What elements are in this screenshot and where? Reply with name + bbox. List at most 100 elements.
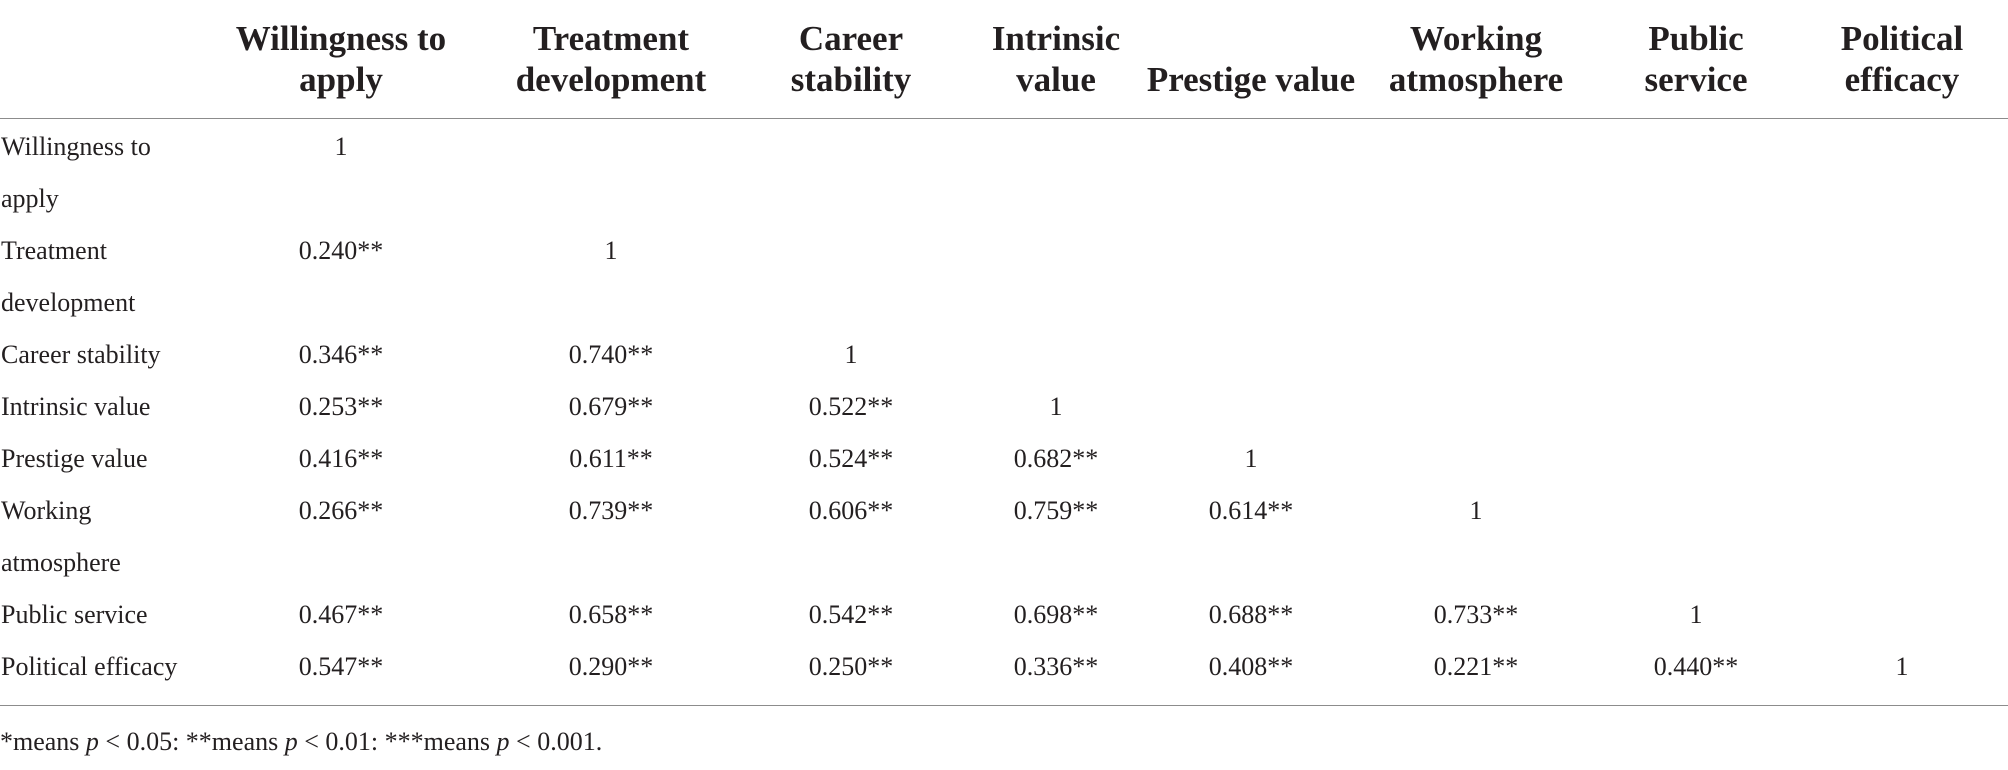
table-cell: 0.547** [196, 641, 486, 706]
table-cell: 0.682** [1013, 444, 1099, 473]
table-cell: 0.240** [298, 236, 384, 265]
table-cell [486, 119, 736, 226]
table-cell [736, 119, 966, 226]
footnote-p-symbol: p [496, 727, 510, 756]
table-cell: 0.467** [298, 600, 384, 629]
header-corner [0, 0, 196, 119]
table-cell: 0.346** [298, 340, 384, 369]
table-row: Prestige value 0.416** 0.611** 0.524** 0… [0, 433, 2008, 485]
table-cell [1796, 329, 2008, 381]
table-cell: 0.524** [808, 444, 894, 473]
table-cell: 0.408** [1146, 641, 1356, 706]
table-cell [1356, 381, 1596, 433]
table-cell [1596, 485, 1796, 589]
header-prestige-value: Prestige value [1146, 0, 1356, 119]
correlation-table: Willingness to apply Treatment developme… [0, 0, 2008, 706]
table-cell: 0.250** [736, 641, 966, 706]
footnote-p-symbol: p [284, 727, 298, 756]
header-working-atmosphere: Working atmosphere [1356, 0, 1596, 119]
table-cell [1796, 119, 2008, 226]
table-cell: 1 [1049, 392, 1063, 421]
footnote-text: *means [0, 727, 86, 756]
table-cell: 0.733** [1433, 600, 1519, 629]
row-label: Political efficacy [0, 641, 196, 706]
table-cell: 0.336** [966, 641, 1146, 706]
table-footnote: *means p < 0.05: **means p < 0.01: ***me… [0, 725, 602, 759]
footnote-text: < 0.05: **means [98, 727, 285, 756]
table-cell: 1 [604, 236, 618, 265]
table-cell: 1 [334, 132, 348, 161]
table-cell [1796, 225, 2008, 329]
table-cell: 1 [1244, 444, 1258, 473]
row-label: Willingness to apply [1, 132, 151, 213]
table-cell [1596, 225, 1796, 329]
table-row: Willingness to apply 1 [0, 119, 2008, 226]
table-row: Working atmosphere 0.266** 0.739** 0.606… [0, 485, 2008, 589]
row-label: Intrinsic value [1, 392, 151, 421]
footnote-text: < 0.001. [509, 727, 603, 756]
table-cell [1356, 119, 1596, 226]
table-cell [1146, 381, 1356, 433]
table-cell [1796, 485, 2008, 589]
table-cell [1146, 329, 1356, 381]
table-cell: 0.614** [1208, 496, 1294, 525]
table-cell: 0.679** [568, 392, 654, 421]
table-cell [1356, 329, 1596, 381]
header-treatment-development: Treatment development [486, 0, 736, 119]
table-cell [1596, 329, 1796, 381]
table-row: Public service 0.467** 0.658** 0.542** 0… [0, 589, 2008, 641]
table-cell: 0.253** [298, 392, 384, 421]
row-label: Working atmosphere [1, 496, 121, 577]
row-label: Prestige value [1, 444, 148, 473]
table-cell [1356, 225, 1596, 329]
row-label: Public service [1, 600, 148, 629]
table-cell: 1 [844, 340, 858, 369]
table-cell [736, 225, 966, 329]
table-cell: 0.606** [808, 496, 894, 525]
header-row: Willingness to apply Treatment developme… [0, 0, 2008, 119]
table-cell: 0.688** [1208, 600, 1294, 629]
header-career-stability: Career stability [736, 0, 966, 119]
header-willingness-to-apply: Willingness to apply [196, 0, 486, 119]
table-cell: 1 [1796, 641, 2008, 706]
table-cell [1146, 119, 1356, 226]
table-cell: 1 [1469, 496, 1483, 525]
table-row: Treatment development 0.240** 1 [0, 225, 2008, 329]
table-cell [1796, 381, 2008, 433]
table-cell [966, 329, 1146, 381]
header-public-service: Public service [1596, 0, 1796, 119]
header-political-efficacy: Political efficacy [1796, 0, 2008, 119]
table-cell [1146, 225, 1356, 329]
table-cell: 0.698** [1013, 600, 1099, 629]
row-label: Career stability [1, 340, 161, 369]
table-row: Career stability 0.346** 0.740** 1 [0, 329, 2008, 381]
table-cell: 0.221** [1356, 641, 1596, 706]
table-cell: 0.611** [569, 444, 653, 473]
table-cell: 0.290** [486, 641, 736, 706]
table-cell [1356, 433, 1596, 485]
table-cell: 0.739** [568, 496, 654, 525]
table-cell: 0.542** [808, 600, 894, 629]
table-cell: 0.740** [568, 340, 654, 369]
table-cell [1796, 589, 2008, 641]
table-row: Political efficacy 0.547** 0.290** 0.250… [0, 641, 2008, 706]
header-intrinsic-value: Intrinsic value [966, 0, 1146, 119]
table-cell [1596, 119, 1796, 226]
table-cell: 0.658** [568, 600, 654, 629]
table-cell: 0.440** [1596, 641, 1796, 706]
table-cell: 0.266** [298, 496, 384, 525]
table-cell: 0.522** [808, 392, 894, 421]
table-row: Intrinsic value 0.253** 0.679** 0.522** … [0, 381, 2008, 433]
table-cell [1796, 433, 2008, 485]
row-label: Treatment development [1, 236, 136, 317]
table-cell [1596, 381, 1796, 433]
table-cell [1596, 433, 1796, 485]
table-cell: 1 [1689, 600, 1703, 629]
table-cell [966, 119, 1146, 226]
footnote-text: < 0.01: ***means [297, 727, 497, 756]
table-cell: 0.416** [298, 444, 384, 473]
table-cell [966, 225, 1146, 329]
footnote-p-symbol: p [85, 727, 99, 756]
table-cell: 0.759** [1013, 496, 1099, 525]
